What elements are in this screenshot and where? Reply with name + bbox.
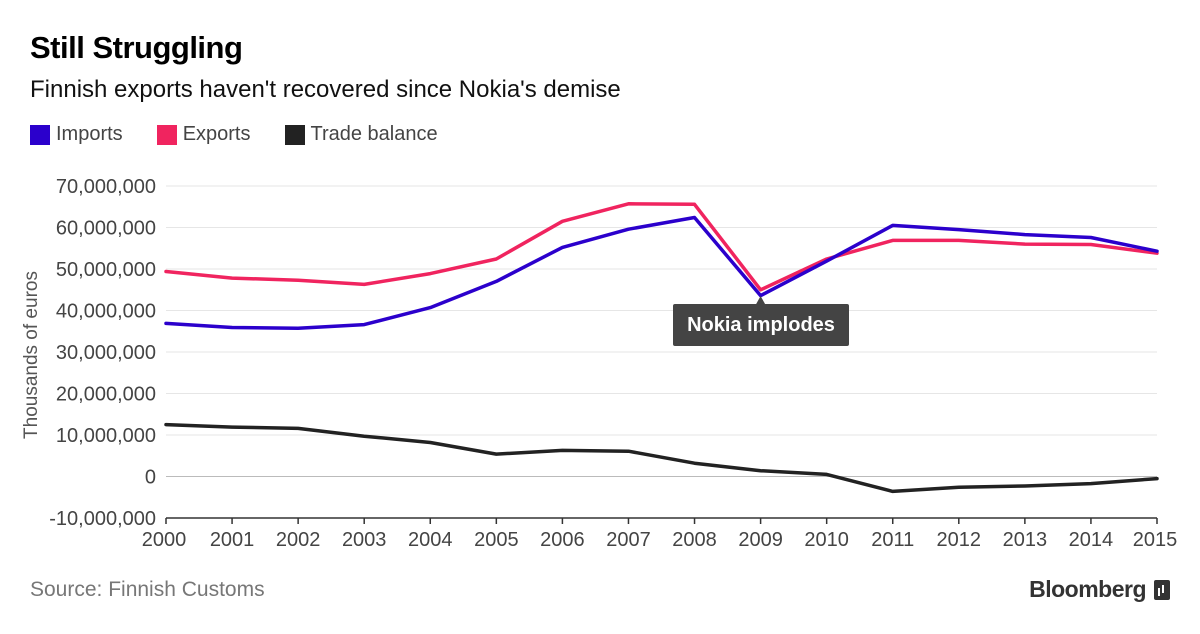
y-tick-label: 20,000,000 — [56, 384, 156, 406]
legend: Imports Exports Trade balance — [30, 123, 438, 146]
x-tick-label: 2002 — [276, 529, 321, 551]
x-tick-label: 2003 — [342, 529, 387, 551]
legend-label-exports: Exports — [182, 123, 251, 145]
y-tick-label: 30,000,000 — [56, 342, 156, 364]
x-tick-label: 2000 — [142, 529, 187, 551]
y-tick-label: 0 — [145, 467, 156, 489]
y-tick-label: 40,000,000 — [56, 301, 156, 323]
x-tick-label: 2012 — [937, 529, 982, 551]
legend-swatch-exports — [156, 124, 177, 145]
chart-subtitle: Finnish exports haven't recovered since … — [30, 76, 621, 103]
legend-item-exports: Exports — [156, 123, 251, 146]
legend-swatch-imports — [30, 124, 50, 145]
y-tick-label: 70,000,000 — [56, 176, 156, 198]
series-line-imports — [164, 215, 1159, 331]
bloomberg-chart-icon — [1154, 579, 1170, 600]
brand-name: Bloomberg — [1029, 576, 1146, 602]
x-tick-label: 2001 — [210, 529, 255, 551]
series-line-exports — [164, 202, 1159, 292]
x-tick-label: 2007 — [606, 529, 651, 551]
brand-logo: Bloomberg — [1029, 576, 1170, 603]
annotation-pointer-arrow — [755, 296, 766, 305]
annotation-callout: Nokia implodes — [673, 304, 849, 346]
x-tick-label: 2015 — [1133, 529, 1178, 551]
legend-item-trade-balance: Trade balance — [284, 123, 438, 146]
x-tick-label: 2005 — [474, 529, 519, 551]
x-tick-label: 2009 — [738, 529, 783, 551]
legend-label-trade-balance: Trade balance — [310, 123, 438, 145]
y-tick-label: 10,000,000 — [56, 425, 156, 447]
legend-item-imports: Imports — [30, 123, 123, 146]
series-line-trade-balance — [164, 422, 1159, 494]
chart-title: Still Struggling — [30, 30, 243, 65]
x-tick-label: 2013 — [1003, 529, 1048, 551]
x-tick-label: 2010 — [804, 529, 849, 551]
x-tick-label: 2004 — [408, 529, 453, 551]
x-tick-label: 2006 — [540, 529, 585, 551]
x-tick-label: 2011 — [871, 529, 914, 551]
legend-swatch-trade-balance — [284, 124, 305, 145]
x-tick-label: 2014 — [1069, 529, 1114, 551]
source-note: Source: Finnish Customs — [30, 578, 265, 601]
y-tick-label: 50,000,000 — [56, 259, 156, 281]
y-tick-label: 60,000,000 — [56, 218, 156, 240]
y-tick-label: -10,000,000 — [49, 508, 156, 530]
legend-label-imports: Imports — [56, 123, 123, 145]
x-tick-label: 2008 — [672, 529, 717, 551]
